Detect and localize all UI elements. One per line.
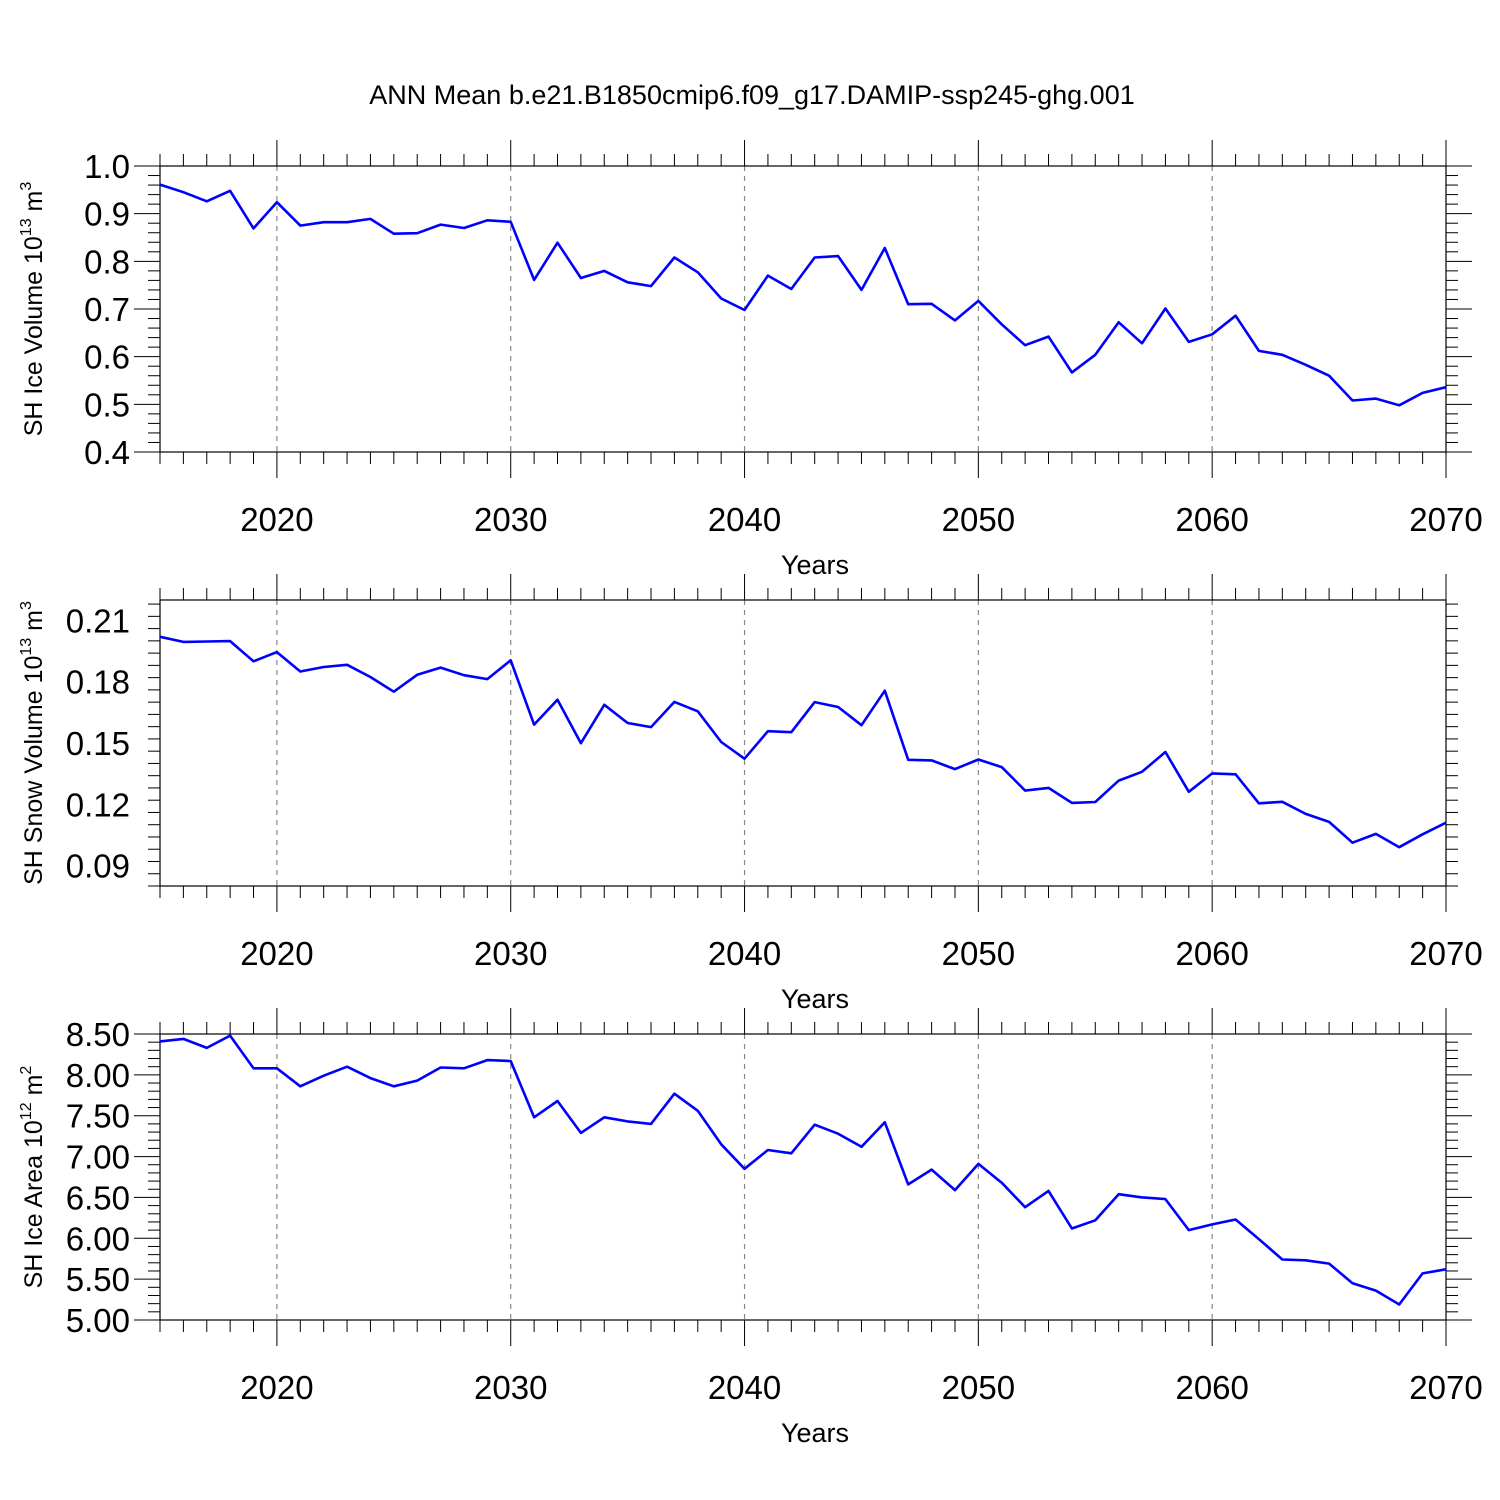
panel-1: 2020 2030 2040 2050 2060 2070 0.4 0.5 0.6 0.7 0.8 0… — [18, 140, 1483, 580]
y-tick-label: 8.00 — [66, 1057, 130, 1094]
y-tick-label: 6.00 — [66, 1220, 130, 1257]
x-tick-label: 2020 — [240, 935, 313, 972]
y-axis-label: SH Ice Volume 1013 m3 — [18, 182, 48, 437]
plot-frame — [159, 599, 1447, 887]
x-tick-label: 2060 — [1175, 1369, 1248, 1406]
axis-ticks — [148, 574, 1458, 912]
x-tick-label: 2050 — [942, 1369, 1015, 1406]
plot-frame — [159, 165, 1447, 453]
y-tick-label: 0.4 — [84, 434, 130, 471]
y-tick-label: 0.5 — [84, 386, 130, 423]
x-tick-label: 2070 — [1409, 1369, 1482, 1406]
x-tick-label: 2060 — [1175, 935, 1248, 972]
y-axis-label: SH Ice Area 1012 m2 — [18, 1066, 48, 1289]
y-label-unit-exponent: 3 — [18, 182, 35, 191]
y-label-unit: m — [20, 191, 48, 219]
panel-2: 2020 2030 2040 2050 2060 2070 0.09 0.12 0.15 0.18… — [18, 574, 1483, 1014]
y-tick-label: 0.8 — [84, 243, 130, 280]
plot-frame — [159, 1033, 1447, 1321]
y-tick-label: 0.21 — [66, 602, 130, 639]
y-tick-label: 5.50 — [66, 1261, 130, 1298]
x-axis-label: Years — [781, 1418, 849, 1448]
series-line-1 — [159, 183, 1447, 407]
x-tick-label: 2030 — [474, 1369, 547, 1406]
x-tick-label: 2040 — [708, 935, 781, 972]
x-tick-label: 2040 — [708, 1369, 781, 1406]
x-axis-label: Years — [781, 550, 849, 580]
y-tick-label: 7.50 — [66, 1098, 130, 1135]
x-tick-label: 2030 — [474, 501, 547, 538]
x-tick-label: 2050 — [942, 935, 1015, 972]
panels: 2020 2030 2040 2050 2060 2070 0.4 0.5 0.6 0.7 0.8 0… — [18, 140, 1483, 1448]
y-label-exponent: 13 — [18, 218, 35, 236]
y-tick-label: 0.15 — [66, 725, 130, 762]
axis-ticks — [134, 140, 1472, 478]
y-label-unit: m — [20, 1075, 48, 1103]
x-tick-label: 2060 — [1175, 501, 1248, 538]
y-tick-label: 7.00 — [66, 1139, 130, 1176]
y-axis-label: SH Snow Volume 1013 m3 — [18, 601, 48, 885]
y-tick-label: 0.18 — [66, 664, 130, 701]
series-line-3 — [159, 1034, 1447, 1306]
y-label-unit: m — [20, 610, 48, 638]
series-line-2 — [159, 635, 1447, 849]
x-tick-label: 2030 — [474, 935, 547, 972]
y-label-exponent: 12 — [18, 1102, 35, 1120]
y-tick-label: 0.12 — [66, 786, 130, 823]
y-tick-label: 0.7 — [84, 291, 130, 328]
y-tick-label: 0.6 — [84, 339, 130, 376]
x-tick-label: 2070 — [1409, 935, 1482, 972]
y-label-exponent: 13 — [18, 638, 35, 656]
y-tick-label: 8.50 — [66, 1016, 130, 1053]
y-tick-label: 5.00 — [66, 1302, 130, 1339]
y-label-main: SH Ice Area 10 — [20, 1120, 48, 1288]
x-tick-label: 2040 — [708, 501, 781, 538]
x-tick-label: 2070 — [1409, 501, 1482, 538]
figure-title: ANN Mean b.e21.B1850cmip6.f09_g17.DAMIP-… — [369, 80, 1134, 110]
x-axis-label: Years — [781, 984, 849, 1014]
x-tick-label: 2020 — [240, 1369, 313, 1406]
y-label-main: SH Ice Volume 10 — [20, 236, 48, 436]
x-tick-label: 2050 — [942, 501, 1015, 538]
panel-3: 2020 2030 2040 2050 2060 2070 5.00 5.50 6.00 6.50… — [18, 1008, 1483, 1448]
x-tick-label: 2020 — [240, 501, 313, 538]
y-tick-label: 6.50 — [66, 1179, 130, 1216]
y-tick-label: 0.9 — [84, 196, 130, 233]
y-label-unit-exponent: 3 — [18, 601, 35, 610]
y-label-main: SH Snow Volume 10 — [20, 656, 48, 885]
y-tick-label: 1.0 — [84, 148, 130, 185]
axis-ticks — [134, 1008, 1472, 1346]
y-label-unit-exponent: 2 — [18, 1066, 35, 1075]
y-tick-label: 0.09 — [66, 848, 130, 885]
